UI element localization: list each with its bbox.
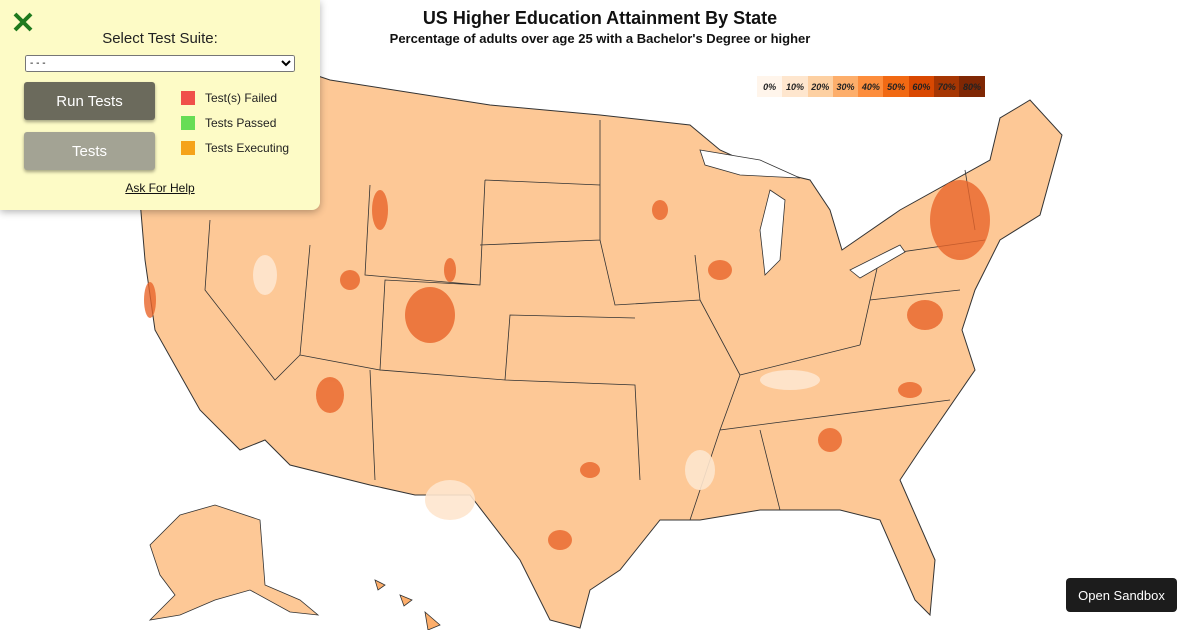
status-label: Tests Passed [205, 116, 277, 130]
open-sandbox-button[interactable]: Open Sandbox [1066, 578, 1177, 612]
title: US Higher Education Attainment By State [422, 8, 778, 28]
status-label: Test(s) Failed [205, 91, 278, 105]
legend-item: 30% [832, 76, 859, 97]
tests-button[interactable]: Tests [24, 132, 155, 170]
status-label: Tests Executing [205, 141, 290, 155]
legend: 0% 10% 20% 30% 40% 50% 60% 70% 80% [757, 76, 985, 97]
select-label: Select Test Suite: [102, 30, 218, 47]
status-swatch [181, 116, 195, 130]
help-link[interactable]: Ask For Help [125, 181, 195, 195]
legend-item: 20% [807, 76, 833, 97]
alaska [148, 504, 320, 621]
lake-erie [849, 244, 906, 279]
status-item: Tests Passed [181, 116, 276, 130]
legend-item: 40% [858, 76, 884, 97]
status-swatch [181, 91, 195, 105]
close-button[interactable] [13, 12, 33, 32]
status-swatch [181, 141, 195, 155]
legend-item: 60% [908, 76, 935, 97]
legend-item: 50% [883, 76, 909, 97]
dense-areas [144, 180, 990, 550]
legend-item: 10% [782, 76, 808, 97]
suite-select[interactable]: - - - [25, 55, 295, 72]
us-mainland [139, 69, 1063, 629]
test-panel: Select Test Suite: - - - Run Tests Tests… [0, 0, 320, 210]
lake-michigan [759, 189, 786, 276]
light-areas [253, 255, 820, 520]
status-item: Tests Executing [181, 141, 289, 155]
legend-item: 0% [757, 76, 783, 97]
legend-item: 70% [934, 76, 960, 97]
legend-item: 80% [959, 76, 985, 97]
lake-superior [699, 149, 801, 179]
subtitle: Percentage of adults over age 25 with a … [389, 31, 811, 46]
hawaii [374, 579, 441, 630]
status-item: Test(s) Failed [181, 91, 277, 105]
run-tests-button[interactable]: Run Tests [24, 82, 155, 120]
